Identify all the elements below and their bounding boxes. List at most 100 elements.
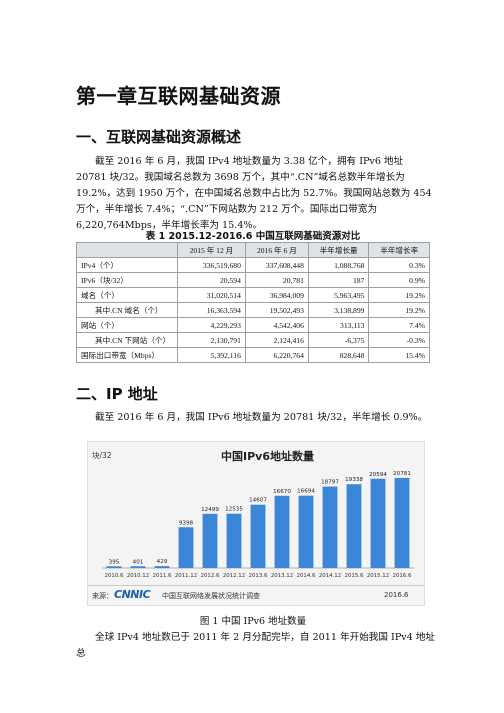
table-row: 域名（个） 31,020,514 36,984,009 5,963,495 19.2% — [76, 287, 430, 303]
chart-bar — [394, 477, 410, 568]
table-header-row: 2015 年 12 月 2016 年 6 月 半年增长量 半年增长率 — [76, 242, 430, 258]
chapter-title: 第一章互联网基础资源 — [76, 84, 281, 108]
chart-bar — [154, 566, 170, 568]
table-header-cell: 半年增长率 — [368, 242, 430, 258]
chart-x-tick-label: 2010.12 — [127, 573, 149, 579]
table-cell-dec2015: 16,363,594 — [177, 302, 246, 318]
table-cell-rate: -0.3% — [368, 332, 430, 348]
table-row-label: IPv6（块/32） — [76, 272, 178, 288]
chart-data-label: 18797 — [321, 480, 339, 486]
table-row-label: 网站（个） — [76, 317, 178, 333]
table-caption: 表 1 2015.12-2016.6 中国互联网基础资源对比 — [145, 231, 361, 242]
chart-x-tick-label: 2013.12 — [271, 573, 293, 579]
cnnic-logo: CNNIC — [114, 588, 151, 601]
chart-plot: 395 2010.6 401 2010.12 429 2011.6 9398 2011.12 1… — [102, 471, 414, 579]
table-cell-jun2016: 337,608,448 — [244, 257, 309, 273]
table-row-label: 其中.CN 下网站（个） — [76, 332, 178, 348]
chart-x-tick-label: 2016.6 — [393, 573, 412, 579]
chart-source-label: 来源： — [92, 592, 113, 600]
chart-bar — [202, 513, 218, 568]
table-cell-growth: 5,963,495 — [307, 287, 370, 303]
table-row-label: 国际出口带宽（Mbps） — [76, 347, 178, 363]
chart-x-tick-label: 2015.12 — [367, 573, 389, 579]
table-row-label: IPv4（个） — [76, 257, 178, 273]
chart-source-date: 2016.6 — [384, 591, 409, 599]
chart-x-tick-label: 2012.12 — [223, 573, 245, 579]
table-cell-dec2015: 2,130,791 — [177, 332, 246, 348]
table-cell-jun2016: 4,542,406 — [244, 317, 309, 333]
table-header-cell: 半年增长量 — [307, 242, 370, 258]
chart-bar — [370, 478, 386, 568]
chart-bar — [274, 495, 290, 568]
closing-paragraph: 全球 IPv4 地址数已于 2011 年 2 月分配完毕，自 2011 年开始我… — [76, 630, 436, 662]
chart-x-tick-label: 2014.6 — [297, 573, 316, 579]
table-row-label: 域名（个） — [76, 287, 178, 303]
chart-y-unit: 块/32 — [92, 451, 112, 460]
table-cell-growth: 3,138,899 — [307, 302, 370, 318]
figure-caption: 图 1 中国 IPv6 地址数量 — [199, 616, 307, 627]
table-cell-dec2015: 4,229,293 — [177, 317, 246, 333]
table-cell-rate: 19.2% — [368, 302, 430, 318]
chart-data-label: 9398 — [179, 520, 194, 526]
chart-data-label: 429 — [157, 559, 168, 565]
chart-bar — [130, 566, 146, 568]
table-cell-growth: 1,088,768 — [307, 257, 370, 273]
chart-x-tick-label: 2015.6 — [345, 573, 364, 579]
table-cell-rate: 7.4% — [368, 317, 430, 333]
table-header-cell: 2016 年 6 月 — [244, 242, 309, 258]
table-row: IPv6（块/32） 20,594 20,781 187 0.9% — [76, 272, 430, 288]
table-header-cell: 2015 年 12 月 — [177, 242, 246, 258]
overview-text: 截至 2016 年 6 月，我国 IPv4 地址数量为 3.38 亿个，拥有 I… — [76, 156, 432, 231]
chart-x-tick-label: 2011.6 — [153, 573, 172, 579]
chart-data-label: 20781 — [393, 471, 411, 477]
chart-title: 中国IPv6地址数量 — [221, 450, 314, 463]
chart-data-label: 395 — [109, 559, 120, 565]
chart-data-label: 20594 — [369, 472, 387, 478]
table-row: 网站（个） 4,229,293 4,542,406 313,113 7.4% — [76, 317, 430, 333]
table-row: 国际出口带宽（Mbps） 5,392,116 6,220,764 828,648 15.… — [76, 347, 430, 363]
table-cell-rate: 0.9% — [368, 272, 430, 288]
table-header-cell — [76, 242, 178, 258]
table-cell-rate: 0.3% — [368, 257, 430, 273]
chart-x-tick-label: 2013.6 — [249, 573, 268, 579]
table-row: 其中.CN 下网站（个） 2,130,791 2,124,416 -6,375 -0.3… — [76, 332, 430, 348]
chart-bar — [322, 486, 338, 568]
table-cell-growth: -6,375 — [307, 332, 370, 348]
overview-paragraph: 截至 2016 年 6 月，我国 IPv4 地址数量为 3.38 亿个，拥有 I… — [76, 154, 432, 234]
table-cell-rate: 19.2% — [368, 287, 430, 303]
chart-x-tick-label: 2010.6 — [105, 573, 124, 579]
chart-bar — [298, 495, 314, 568]
closing-text: 全球 IPv4 地址数已于 2011 年 2 月分配完毕，自 2011 年开始我… — [76, 632, 436, 659]
table-cell-dec2015: 31,020,514 — [177, 287, 246, 303]
table-cell-jun2016: 36,984,009 — [244, 287, 309, 303]
chart-x-tick-label: 2014.12 — [319, 573, 341, 579]
ipv6-chart: 块/32 中国IPv6地址数量 395 2010.6 401 2010.12 429 20… — [87, 441, 425, 606]
ip-text: 截至 2016 年 6 月，我国 IPv6 地址数量为 20781 块/32，半… — [95, 412, 428, 423]
ip-paragraph: 截至 2016 年 6 月，我国 IPv6 地址数量为 20781 块/32，半… — [76, 410, 432, 426]
chart-source-org: 中国互联网络发展状况统计调查 — [162, 592, 260, 600]
table-cell-dec2015: 20,594 — [177, 272, 246, 288]
table-cell-dec2015: 5,392,116 — [177, 347, 246, 363]
chart-data-label: 19338 — [345, 477, 363, 483]
table-cell-jun2016: 2,124,416 — [244, 332, 309, 348]
table-cell-jun2016: 19,502,493 — [244, 302, 309, 318]
chart-data-label: 12499 — [201, 507, 219, 513]
section-heading-ip: 二、IP 地址 — [76, 385, 158, 403]
table-cell-growth: 828,648 — [307, 347, 370, 363]
chart-bar — [178, 527, 194, 568]
chart-bar — [346, 484, 362, 568]
chart-data-label: 16694 — [297, 489, 315, 495]
chart-data-label: 16670 — [273, 489, 291, 495]
chart-footer-divider — [88, 585, 424, 586]
table-cell-dec2015: 336,519,680 — [177, 257, 246, 273]
chart-bar — [226, 513, 242, 568]
chart-data-label: 12535 — [225, 507, 243, 513]
chart-bar — [106, 566, 122, 568]
table-row: 其中.CN 域名（个） 16,363,594 19,502,493 3,138,899… — [76, 302, 430, 318]
table-row-label: 其中.CN 域名（个） — [76, 302, 178, 318]
section-heading-overview: 一、互联网基础资源概述 — [76, 128, 242, 146]
table-row: IPv4（个） 336,519,680 337,608,448 1,088,768 0.… — [76, 257, 430, 273]
chart-data-label: 14607 — [249, 498, 267, 504]
chart-bar — [250, 504, 266, 568]
resource-comparison-table: 2015 年 12 月 2016 年 6 月 半年增长量 半年增长率 IPv4（… — [76, 242, 430, 363]
